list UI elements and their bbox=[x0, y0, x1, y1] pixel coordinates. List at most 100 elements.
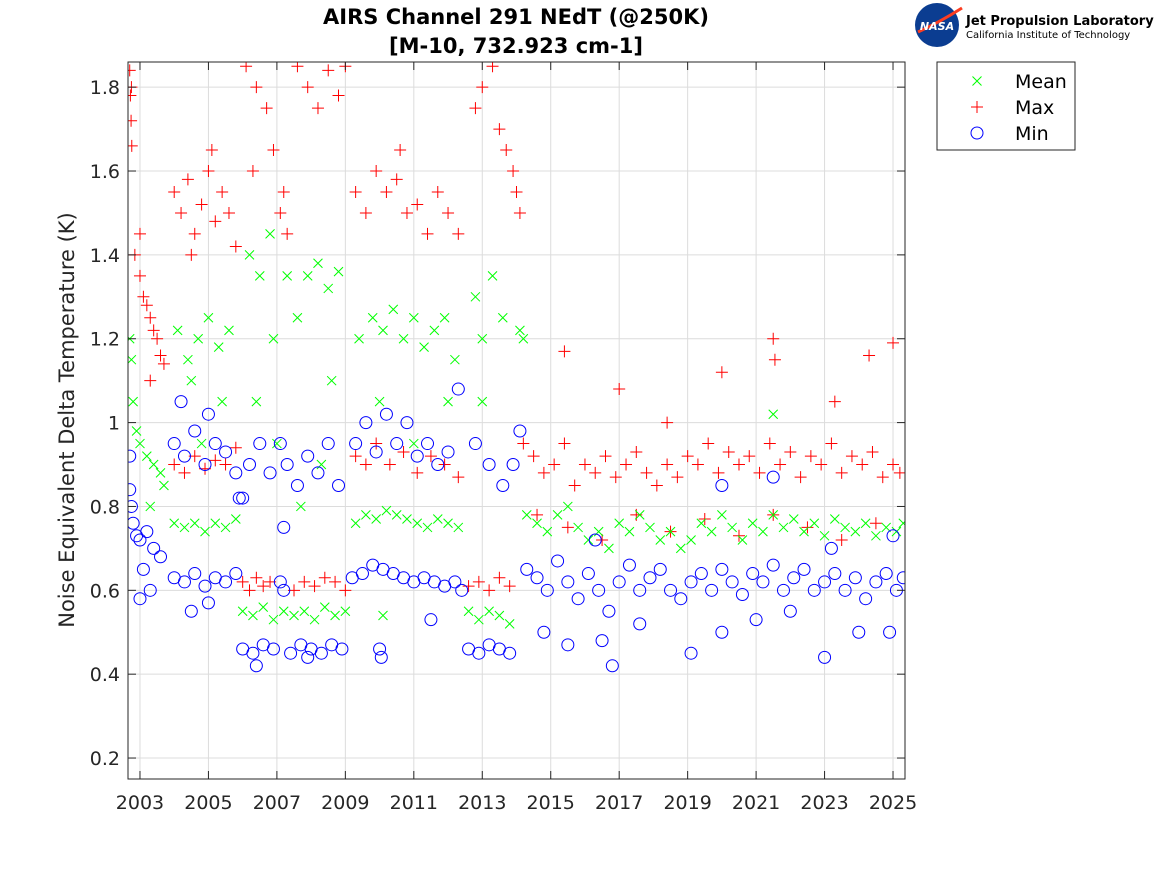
min-point bbox=[715, 625, 729, 639]
max-point bbox=[452, 227, 465, 240]
min-point bbox=[143, 583, 157, 597]
max-point bbox=[308, 580, 321, 593]
y-tick-label: 1 bbox=[108, 413, 120, 435]
max-point bbox=[380, 185, 393, 198]
plot-area bbox=[128, 62, 905, 673]
max-point bbox=[503, 580, 516, 593]
max-point bbox=[517, 437, 530, 450]
mean-point bbox=[302, 270, 313, 281]
max-point bbox=[332, 89, 345, 102]
max-point bbox=[876, 471, 889, 484]
x-tick-label: 2025 bbox=[869, 792, 917, 814]
mean-point bbox=[477, 333, 488, 344]
mean-point bbox=[450, 354, 460, 365]
min-point bbox=[243, 458, 257, 472]
min-point bbox=[869, 575, 883, 589]
min-point bbox=[725, 575, 739, 589]
min-point bbox=[280, 458, 294, 472]
max-point bbox=[128, 114, 138, 127]
plus-marker-icon bbox=[971, 101, 983, 113]
max-point bbox=[774, 458, 787, 471]
mean-point bbox=[299, 606, 310, 617]
max-point bbox=[277, 185, 290, 198]
grid bbox=[128, 62, 905, 779]
min-point bbox=[612, 575, 626, 589]
min-point bbox=[198, 579, 212, 593]
mean-point bbox=[604, 543, 614, 554]
mean-point bbox=[504, 619, 515, 629]
mean-point bbox=[412, 518, 423, 529]
mean-point bbox=[131, 426, 142, 436]
max-point bbox=[400, 206, 413, 219]
mean-point bbox=[891, 526, 902, 537]
min-point bbox=[167, 437, 181, 451]
max-point bbox=[257, 580, 270, 593]
mean-point bbox=[583, 535, 594, 545]
x-tick-label: 2013 bbox=[458, 792, 506, 814]
mean-point bbox=[850, 526, 861, 537]
min-point bbox=[506, 458, 520, 472]
mean-point bbox=[155, 468, 166, 478]
min-point bbox=[174, 395, 188, 409]
mean-point bbox=[809, 518, 820, 529]
x-tick-label: 2007 bbox=[253, 792, 301, 814]
y-tick-label: 1.6 bbox=[90, 161, 120, 183]
max-point bbox=[640, 466, 653, 479]
min-point bbox=[756, 575, 770, 589]
max-point bbox=[500, 144, 513, 157]
mean-point bbox=[278, 606, 289, 617]
x-tick-label: 2011 bbox=[390, 792, 438, 814]
min-point bbox=[503, 646, 517, 660]
max-point bbox=[370, 165, 383, 178]
max-point bbox=[589, 466, 602, 479]
max-point bbox=[301, 81, 314, 94]
min-point bbox=[229, 466, 243, 480]
mean-point bbox=[179, 522, 190, 533]
mean-point bbox=[655, 535, 666, 545]
min-point bbox=[390, 437, 404, 451]
max-point bbox=[202, 165, 215, 178]
max-point bbox=[370, 437, 383, 450]
circle-marker-icon bbox=[970, 126, 984, 140]
mean-point bbox=[819, 530, 830, 541]
max-point bbox=[768, 353, 781, 366]
min-point bbox=[236, 491, 250, 505]
min-point bbox=[198, 458, 212, 472]
min-point bbox=[561, 575, 575, 589]
max-point bbox=[650, 479, 663, 492]
x-tick-label: 2005 bbox=[184, 792, 232, 814]
mean-point bbox=[477, 396, 488, 407]
max-point bbox=[274, 206, 287, 219]
mean-point bbox=[881, 522, 892, 533]
max-point bbox=[825, 437, 838, 450]
mean-point bbox=[292, 312, 303, 323]
max-point bbox=[195, 198, 208, 211]
max-point bbox=[175, 206, 188, 219]
min-point bbox=[424, 613, 438, 627]
mean-point bbox=[470, 291, 481, 302]
max-point bbox=[866, 445, 879, 458]
mean-point bbox=[391, 509, 402, 520]
min-point bbox=[848, 571, 862, 585]
min-point bbox=[715, 562, 729, 576]
series-min bbox=[128, 382, 905, 673]
x-tick-label: 2003 bbox=[116, 792, 164, 814]
mean-point bbox=[494, 610, 505, 621]
min-point bbox=[766, 558, 780, 572]
mean-point bbox=[696, 518, 707, 529]
mean-point bbox=[169, 518, 180, 529]
mean-point bbox=[408, 312, 419, 323]
mean-point bbox=[193, 333, 204, 344]
mean-point bbox=[200, 526, 210, 537]
max-point bbox=[794, 471, 807, 484]
min-point bbox=[349, 437, 363, 451]
mean-point bbox=[367, 312, 378, 323]
mean-point bbox=[443, 396, 453, 407]
max-point bbox=[537, 466, 550, 479]
mean-point bbox=[323, 283, 334, 294]
max-point bbox=[691, 458, 704, 471]
mean-point bbox=[217, 396, 227, 407]
min-point bbox=[633, 583, 647, 597]
mean-point bbox=[296, 501, 306, 512]
